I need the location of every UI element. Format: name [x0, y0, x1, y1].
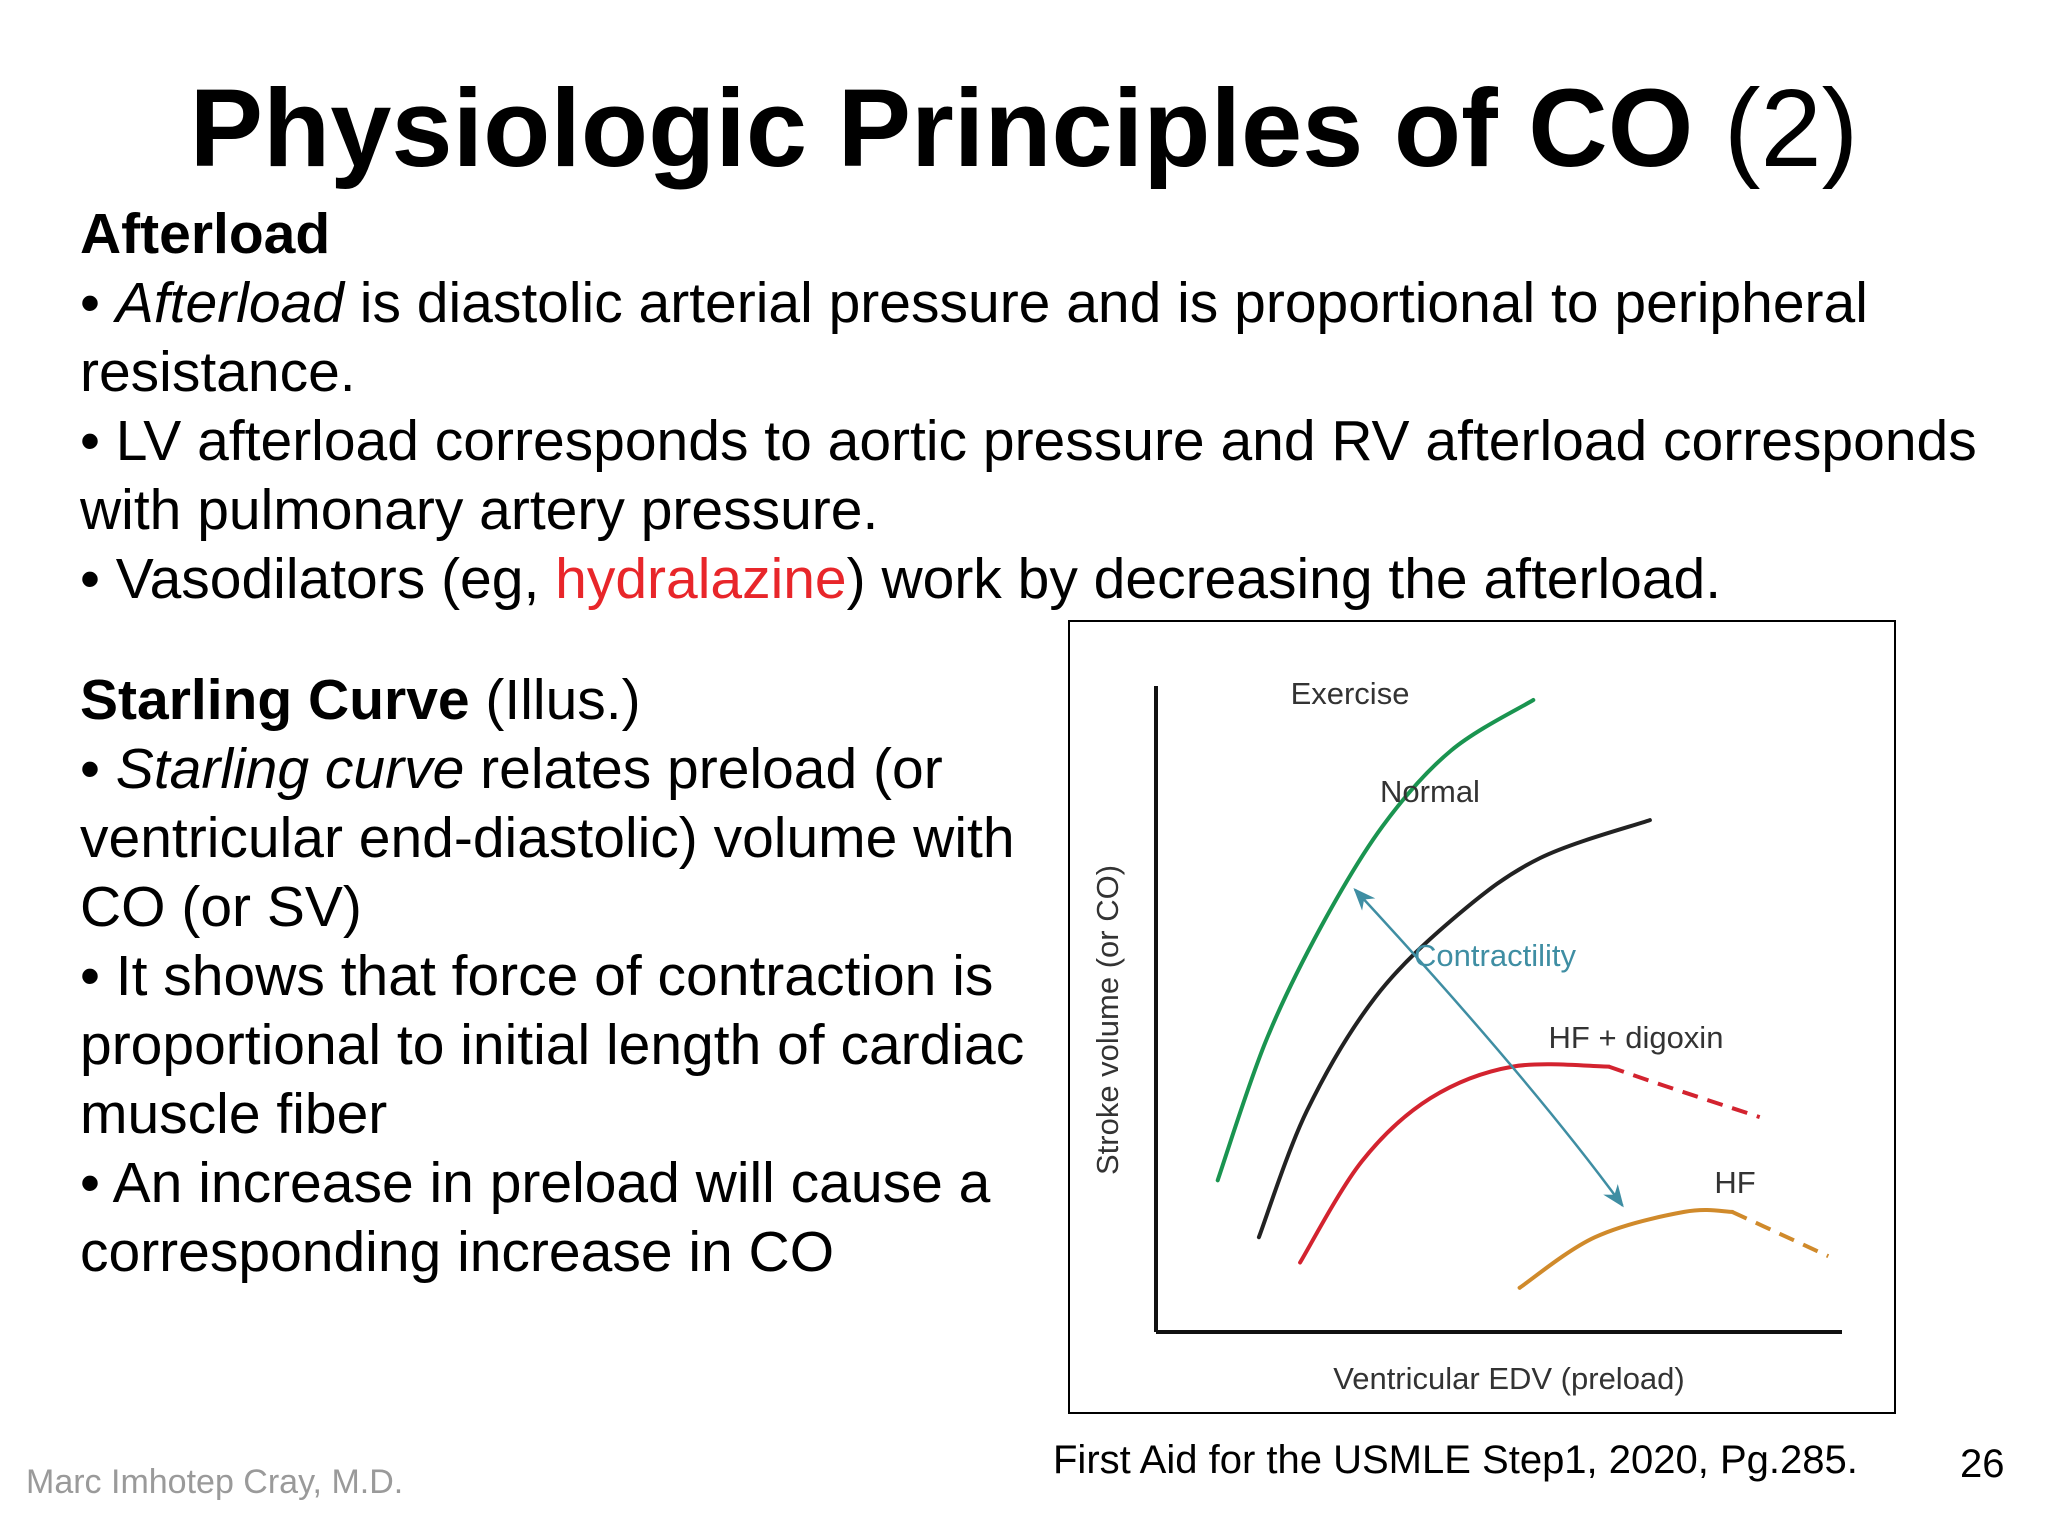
- series-label-normal: Normal: [1380, 774, 1480, 809]
- drug-name-highlight: hydralazine: [555, 547, 847, 611]
- series-line-exercise: [1215, 698, 1536, 1183]
- series-line-hf: [1517, 1208, 1735, 1290]
- starling-bullet-2-cont: proportional to initial length of cardia…: [80, 1013, 1025, 1077]
- starling-chart: Ventricular EDV (preload) Stroke volume (…: [1090, 676, 1842, 1396]
- afterload-bullet-1-cont: resistance.: [80, 340, 356, 404]
- title-main: Physiologic Principles of CO: [189, 67, 1694, 190]
- starling-bullet-3-cont: corresponding increase in CO: [80, 1220, 835, 1284]
- author-footer: Marc Imhotep Cray, M.D.: [26, 1463, 404, 1501]
- bullet-text: ) work by decreasing the afterload.: [846, 547, 1722, 611]
- afterload-bullet-1: • Afterload is diastolic arterial pressu…: [80, 269, 1868, 338]
- italic-term: Starling curve: [115, 737, 465, 801]
- x-axis-label: Ventricular EDV (preload): [1333, 1361, 1685, 1396]
- starling-heading: Starling Curve (Illus.): [80, 666, 641, 735]
- series-line-hf-digoxin: [1298, 1062, 1611, 1265]
- series-label-exercise: Exercise: [1291, 676, 1410, 711]
- starling-bullet-1-cont: ventricular end-diastolic) volume with: [80, 806, 1015, 870]
- afterload-bullet-2-cont: with pulmonary artery pressure.: [80, 478, 879, 542]
- bullet-text: • Vasodilators (eg,: [80, 547, 556, 611]
- heading-suffix: (Illus.): [469, 668, 641, 732]
- afterload-bullet-2: • LV afterload corresponds to aortic pre…: [80, 409, 1977, 473]
- series-label-hf: HF: [1714, 1165, 1755, 1200]
- bullet-text: is diastolic arterial pressure and is pr…: [343, 271, 1868, 335]
- bullet-marker: •: [80, 737, 116, 801]
- title-suffix: (2): [1693, 67, 1859, 190]
- source-citation: First Aid for the USMLE Step1, 2020, Pg.…: [1053, 1438, 1858, 1482]
- starling-bullet-3: • An increase in preload will cause a: [80, 1151, 991, 1215]
- italic-term: Afterload: [115, 271, 344, 335]
- bullet-marker: •: [80, 271, 116, 335]
- starling-bullet-2: • It shows that force of contraction is: [80, 944, 994, 1008]
- starling-bullet-1: • Starling curve relates preload (or: [80, 735, 943, 804]
- series-dashed-hf: [1731, 1210, 1830, 1259]
- contractility-label: Contractility: [1414, 938, 1576, 973]
- series-dashed-hf-digoxin: [1608, 1064, 1761, 1120]
- heading-bold: Starling Curve: [80, 668, 470, 732]
- starling-bullet-2-cont2: muscle fiber: [80, 1082, 388, 1146]
- y-axis-label: Stroke volume (or CO): [1090, 865, 1125, 1175]
- bullet-text: relates preload (or: [464, 737, 943, 801]
- afterload-bullet-3: • Vasodilators (eg, hydralazine) work by…: [80, 545, 1721, 614]
- contractility-arrow: [1353, 887, 1624, 1208]
- page-number: 26: [1960, 1442, 2005, 1486]
- starling-chart-frame: Ventricular EDV (preload) Stroke volume (…: [1068, 620, 1896, 1414]
- afterload-heading: Afterload: [80, 202, 331, 266]
- series-label-hf-digoxin: HF + digoxin: [1549, 1020, 1724, 1055]
- slide-title: Physiologic Principles of CO (2): [0, 64, 2048, 194]
- starling-bullet-1-cont2: CO (or SV): [80, 875, 362, 939]
